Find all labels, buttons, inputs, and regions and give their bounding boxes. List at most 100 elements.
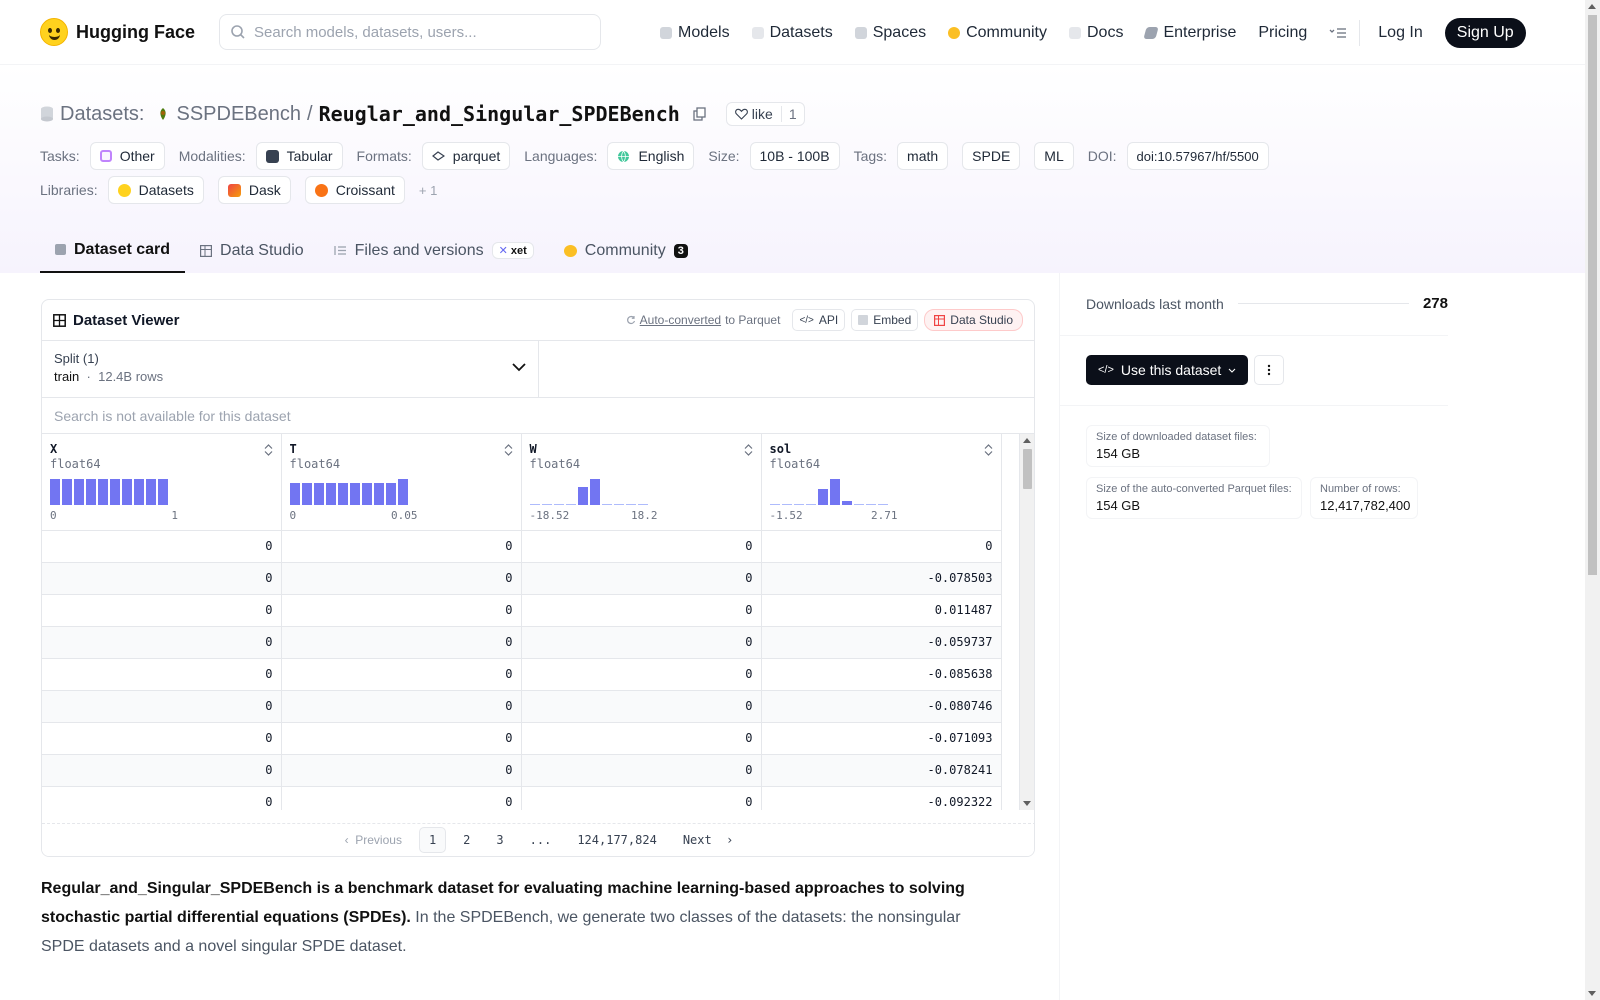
table-cell[interactable]: 0 — [42, 562, 282, 595]
scroll-down-arrow-icon[interactable] — [1023, 801, 1031, 806]
table-cell[interactable]: 0 — [281, 722, 522, 755]
table-cell[interactable]: 0 — [42, 722, 282, 755]
tab-community[interactable]: Community 3 — [549, 228, 703, 273]
page-scroll-thumb[interactable] — [1588, 15, 1597, 575]
table-cell[interactable]: 0 — [521, 562, 762, 595]
previous-page-button[interactable]: ‹ Previous — [344, 833, 402, 847]
sort-icon[interactable] — [264, 444, 273, 456]
library-chip-dask[interactable]: Dask — [217, 176, 291, 204]
table-row[interactable]: 0 0 0 -0.078503 — [42, 562, 1002, 595]
embed-button[interactable]: Embed — [851, 309, 919, 331]
page-scroll-down-icon[interactable] — [1588, 991, 1596, 996]
table-cell[interactable]: -0.080746 — [761, 690, 1002, 723]
nav-community[interactable]: Community — [948, 24, 1047, 42]
table-row[interactable]: 0 0 0 -0.059737 — [42, 626, 1002, 659]
table-cell[interactable]: -0.071093 — [761, 722, 1002, 755]
scroll-up-arrow-icon[interactable] — [1023, 438, 1031, 443]
language-chip-english[interactable]: English — [607, 142, 695, 170]
table-cell[interactable]: 0 — [42, 626, 282, 659]
table-cell[interactable]: 0 — [42, 530, 282, 563]
nav-models[interactable]: Models — [660, 24, 730, 42]
modality-chip-tabular[interactable]: Tabular — [255, 142, 343, 170]
libraries-more-button[interactable]: + 1 — [418, 182, 438, 198]
table-cell[interactable]: -0.078241 — [761, 754, 1002, 787]
table-cell[interactable]: 0 — [42, 786, 282, 810]
nav-datasets[interactable]: Datasets — [751, 24, 833, 42]
table-row[interactable]: 0 0 0 -0.078241 — [42, 754, 1002, 787]
table-cell[interactable]: -0.078503 — [761, 562, 1002, 595]
nav-spaces[interactable]: Spaces — [854, 24, 926, 42]
more-menu-icon[interactable] — [1329, 26, 1347, 40]
tag-chip-ml[interactable]: ML — [1034, 142, 1074, 170]
library-chip-datasets[interactable]: Datasets — [107, 176, 204, 204]
library-chip-croissant[interactable]: Croissant — [304, 176, 405, 204]
table-cell[interactable]: -0.085638 — [761, 658, 1002, 691]
sort-icon[interactable] — [744, 444, 753, 456]
search-input[interactable]: Search models, datasets, users... — [219, 14, 602, 50]
task-chip-other[interactable]: Other — [89, 142, 165, 170]
sort-icon[interactable] — [984, 444, 993, 456]
use-this-dataset-button[interactable]: </> Use this dataset — [1086, 355, 1249, 385]
table-cell[interactable]: 0 — [521, 626, 762, 659]
sort-icon[interactable] — [504, 444, 513, 456]
table-cell[interactable]: 0 — [42, 594, 282, 627]
table-cell[interactable]: 0 — [281, 786, 522, 810]
table-cell[interactable]: 0 — [42, 690, 282, 723]
table-cell[interactable]: 0 — [281, 562, 522, 595]
org-link[interactable]: SSPDEBench — [176, 102, 301, 125]
table-cell[interactable]: 0 — [521, 594, 762, 627]
page-scrollbar[interactable] — [1585, 0, 1600, 1000]
next-page-button[interactable]: Next › — [682, 833, 734, 847]
hf-logo[interactable]: Hugging Face — [40, 18, 195, 46]
table-scrollbar[interactable] — [1019, 434, 1034, 810]
column-header-sol[interactable]: sol float64 -1.52 2.71 — [761, 434, 1002, 531]
table-cell[interactable]: 0 — [42, 754, 282, 787]
nav-enterprise[interactable]: Enterprise — [1143, 24, 1236, 42]
signup-button[interactable]: Sign Up — [1444, 17, 1526, 48]
table-row[interactable]: 0 0 0 -0.092322 — [42, 786, 1002, 810]
table-cell[interactable]: 0.011487 — [761, 594, 1002, 627]
table-cell[interactable]: 0 — [281, 594, 522, 627]
page-3-button[interactable]: 3 — [496, 833, 504, 847]
tab-data-studio[interactable]: Data Studio — [185, 228, 319, 273]
table-cell[interactable]: 0 — [281, 626, 522, 659]
api-button[interactable]: </> API — [792, 309, 846, 331]
page-2-button[interactable]: 2 — [463, 833, 471, 847]
datasets-breadcrumb[interactable]: Datasets: — [60, 102, 145, 125]
format-chip-parquet[interactable]: parquet — [421, 142, 511, 170]
table-cell[interactable]: 0 — [281, 658, 522, 691]
table-cell[interactable]: 0 — [521, 690, 762, 723]
last-page-button[interactable]: 124,177,824 — [577, 833, 657, 847]
table-cell[interactable]: 0 — [521, 530, 762, 563]
scroll-thumb[interactable] — [1023, 449, 1032, 489]
table-row[interactable]: 0 0 0 -0.071093 — [42, 722, 1002, 755]
tag-chip-spde[interactable]: SPDE — [962, 142, 1021, 170]
table-cell[interactable]: 0 — [42, 658, 282, 691]
table-cell[interactable]: 0 — [521, 658, 762, 691]
open-data-studio-button[interactable]: Data Studio — [924, 309, 1023, 331]
table-cell[interactable]: -0.092322 — [761, 786, 1002, 810]
more-options-button[interactable] — [1254, 355, 1284, 385]
table-row[interactable]: 0 0 0 0.011487 — [42, 594, 1002, 627]
auto-converted-link[interactable]: Auto-converted — [639, 313, 722, 327]
nav-docs[interactable]: Docs — [1069, 24, 1123, 42]
table-cell[interactable]: 0 — [521, 722, 762, 755]
nav-pricing[interactable]: Pricing — [1258, 24, 1307, 42]
copy-icon[interactable] — [692, 106, 708, 122]
split-selector[interactable]: Split (1) train · 12.4B rows — [42, 341, 539, 397]
dataset-name[interactable]: Reuglar_and_Singular_SPDEBench — [318, 102, 680, 126]
tag-chip-math[interactable]: math — [897, 142, 949, 170]
tab-files-versions[interactable]: Files and versions ✕ xet — [319, 228, 549, 273]
page-1-button[interactable]: 1 — [418, 827, 447, 853]
login-button[interactable]: Log In — [1378, 23, 1423, 41]
page-scroll-up-icon[interactable] — [1588, 4, 1596, 9]
table-row[interactable]: 0 0 0 -0.085638 — [42, 658, 1002, 691]
size-chip[interactable]: 10B - 100B — [749, 142, 840, 170]
table-cell[interactable]: 0 — [281, 530, 522, 563]
table-cell[interactable]: 0 — [521, 754, 762, 787]
table-row[interactable]: 0 0 0 -0.080746 — [42, 690, 1002, 723]
